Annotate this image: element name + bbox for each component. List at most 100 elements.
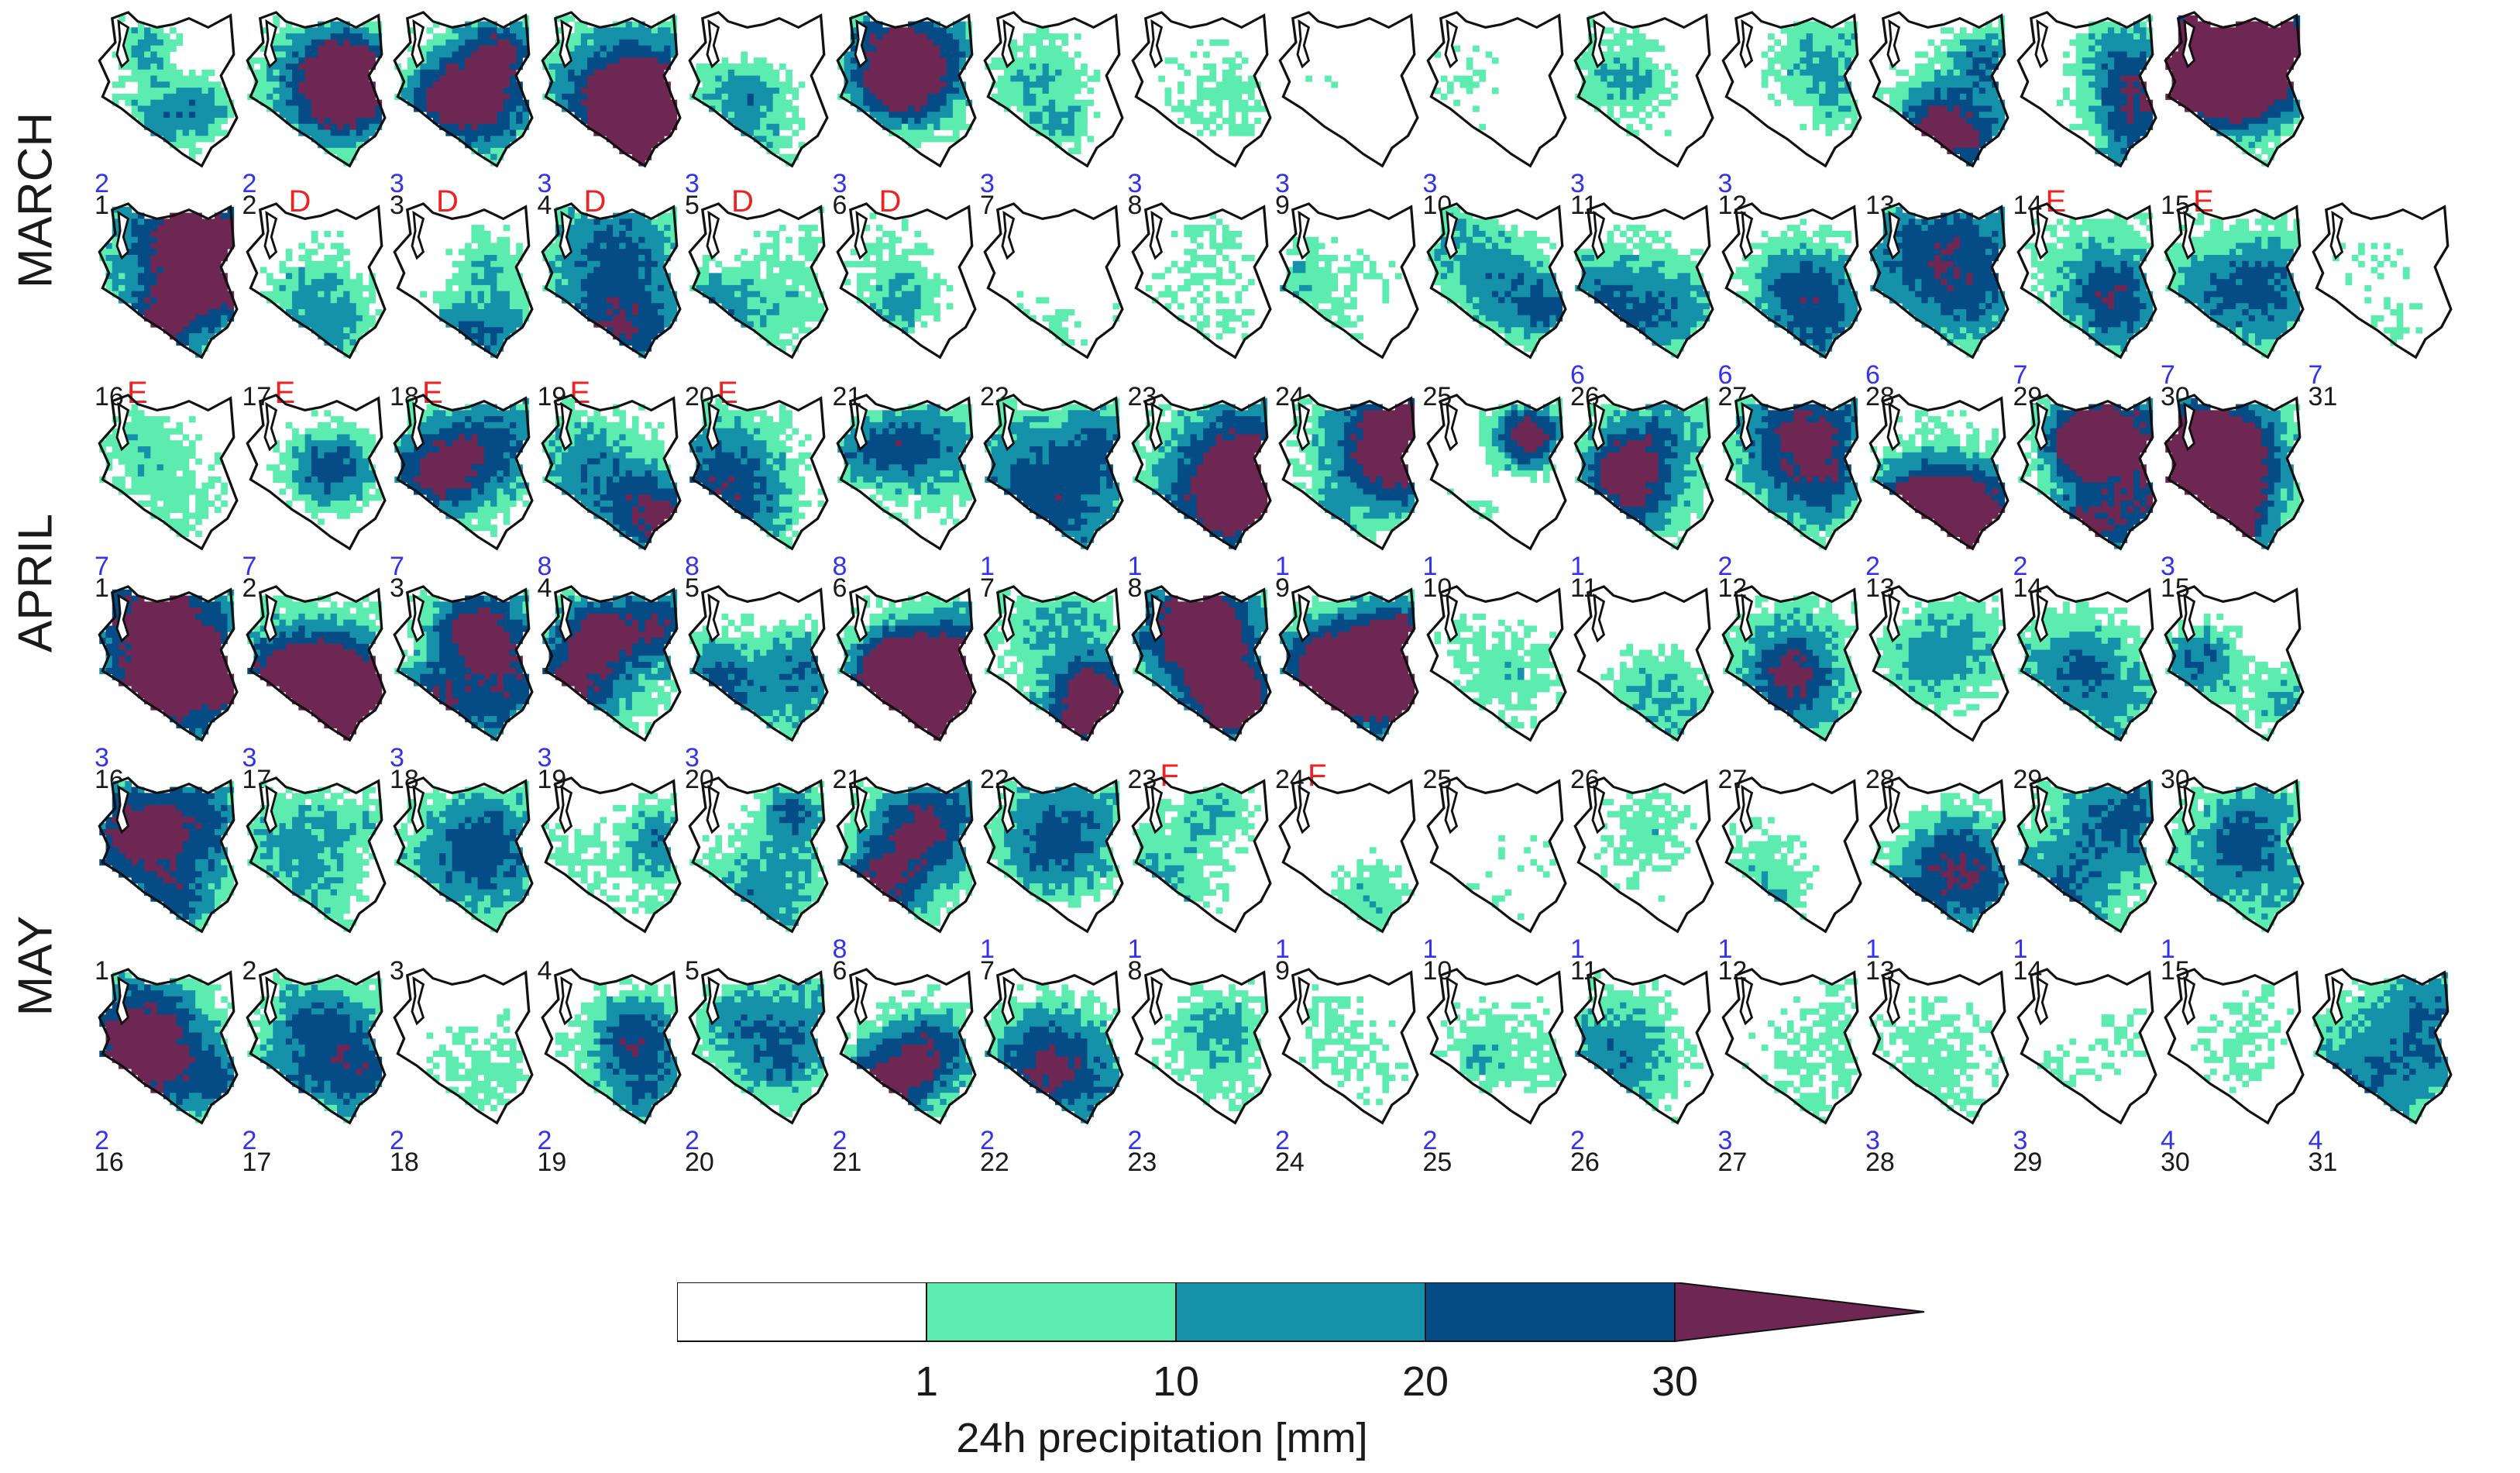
precip-cell xyxy=(420,291,427,298)
precip-cell xyxy=(753,123,761,130)
precip-cell xyxy=(2088,33,2095,40)
precip-cell xyxy=(1664,88,1672,95)
precip-cell xyxy=(2107,81,2115,88)
precip-cell xyxy=(721,112,729,119)
precip-cell xyxy=(2107,123,2115,130)
precip-cell xyxy=(1985,51,1992,58)
precip-cell xyxy=(1632,105,1640,112)
precip-cell xyxy=(741,64,748,71)
precip-cell xyxy=(792,93,799,101)
precip-cell xyxy=(516,51,523,58)
precip-cell xyxy=(150,81,158,88)
precip-cell xyxy=(2287,118,2294,125)
precip-cell xyxy=(862,279,870,286)
precip-cell xyxy=(1638,118,1646,125)
precip-cell xyxy=(156,291,164,298)
precip-cell xyxy=(170,273,177,280)
precip-cell xyxy=(516,105,523,112)
precip-cell xyxy=(1953,81,1961,88)
precip-cell xyxy=(465,321,472,328)
precip-cell xyxy=(490,75,497,82)
precip-cell xyxy=(170,64,177,71)
precip-cell xyxy=(1985,21,1992,28)
precip-cell xyxy=(567,284,575,292)
lake-turkana-outline xyxy=(115,210,130,260)
precip-cell xyxy=(131,57,139,64)
precip-cell xyxy=(1953,93,1961,101)
precip-cell xyxy=(753,230,761,238)
precip-cell xyxy=(445,309,453,316)
precip-cell xyxy=(342,88,350,95)
precip-cell xyxy=(439,112,446,119)
precip-cell xyxy=(709,279,716,286)
precip-cell xyxy=(2229,105,2236,112)
precip-cell xyxy=(471,81,479,88)
precip-cell xyxy=(170,69,177,76)
precip-cell xyxy=(766,255,774,262)
precip-cell xyxy=(1793,39,1800,46)
precip-cell xyxy=(131,284,139,292)
precip-cell xyxy=(336,75,344,82)
precip-cell xyxy=(426,57,434,64)
precip-cell xyxy=(721,93,729,101)
precip-cell xyxy=(323,123,331,130)
precip-cell xyxy=(1953,142,1961,149)
precip-cell xyxy=(1010,64,1017,71)
precip-cell xyxy=(374,105,382,112)
precip-cell xyxy=(1446,88,1454,95)
precip-cell xyxy=(490,118,497,125)
precip-cell xyxy=(734,93,741,101)
precip-cell xyxy=(888,57,896,64)
precip-cell xyxy=(2274,75,2281,82)
precip-cell xyxy=(2101,147,2108,155)
precip-cell xyxy=(291,93,299,101)
precip-cell xyxy=(304,297,311,304)
precip-cell xyxy=(291,303,299,310)
precip-cell xyxy=(452,27,459,34)
precip-cell xyxy=(131,27,139,34)
precip-cell xyxy=(227,309,235,316)
precip-cell xyxy=(1902,93,1910,101)
precip-cell xyxy=(336,339,344,346)
precip-cell xyxy=(2185,69,2192,76)
precip-cell xyxy=(901,51,909,58)
precip-cell xyxy=(2094,27,2102,34)
precip-cell xyxy=(311,93,318,101)
precip-cell xyxy=(927,291,934,298)
precip-cell xyxy=(657,45,665,52)
precip-cell xyxy=(766,99,774,106)
precip-cell xyxy=(1972,27,1980,34)
precip-cell xyxy=(432,21,440,28)
precip-cell xyxy=(1036,75,1043,82)
precip-cell xyxy=(1664,129,1672,136)
precip-cell xyxy=(260,81,266,88)
precip-cell xyxy=(490,297,497,304)
precip-cell xyxy=(702,75,710,82)
precip-cell xyxy=(1241,57,1248,64)
precip-cell xyxy=(105,267,113,274)
precip-cell xyxy=(483,112,491,119)
precip-cell xyxy=(1985,57,1992,64)
precip-cell xyxy=(907,291,915,298)
day-map-panel: 20 E xyxy=(683,201,830,410)
precip-cell xyxy=(1812,88,1820,95)
precip-cell xyxy=(1055,45,1062,52)
precip-cell xyxy=(516,33,523,40)
precip-cell xyxy=(490,249,497,256)
precip-cell xyxy=(1652,88,1659,95)
precip-cell xyxy=(131,230,139,238)
precip-cell xyxy=(317,51,325,58)
precip-cell xyxy=(2113,99,2121,106)
precip-cell xyxy=(760,105,767,112)
precip-cell xyxy=(1773,51,1781,58)
precip-cell xyxy=(1812,81,1820,88)
precip-cell xyxy=(2236,81,2243,88)
precip-cell xyxy=(2236,51,2243,58)
precip-cell xyxy=(1947,118,1954,125)
precip-cell xyxy=(477,64,485,71)
precip-cell xyxy=(1934,105,1941,112)
precip-cell xyxy=(875,273,882,280)
precip-cell xyxy=(99,249,106,256)
precip-cell xyxy=(2101,64,2108,71)
precip-cell xyxy=(618,57,626,64)
